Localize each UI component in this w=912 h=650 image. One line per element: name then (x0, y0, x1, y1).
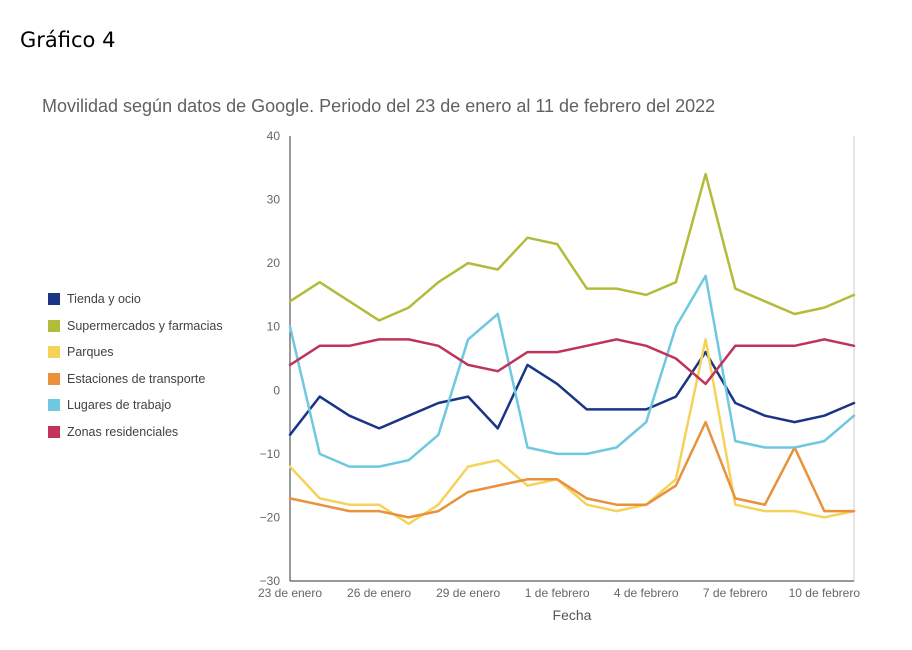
legend-item: Tienda y ocio (48, 286, 223, 313)
series-line-2 (288, 172, 856, 322)
legend-swatch (48, 399, 60, 412)
y-tick-label: 20 (267, 256, 281, 270)
x-tick-label: 26 de enero (347, 586, 411, 600)
legend-item: Parques (48, 339, 223, 366)
y-tick-label: −20 (260, 510, 281, 524)
legend-swatch (48, 372, 60, 385)
series-line-6 (288, 338, 856, 386)
figure-label: Gráfico 4 (20, 28, 116, 52)
series-line-3 (288, 338, 856, 526)
series-line-4 (288, 420, 856, 519)
legend-swatch (48, 425, 60, 438)
y-tick-label: 10 (267, 320, 281, 334)
x-tick-label: 1 de febrero (525, 586, 590, 600)
legend-label: Tienda y ocio (67, 292, 141, 307)
x-tick-label: 7 de febrero (703, 586, 768, 600)
x-axis-title: Fecha (553, 607, 592, 623)
series-line-5 (288, 274, 856, 468)
y-tick-label: 40 (267, 129, 281, 143)
x-tick-label: 23 de enero (258, 586, 322, 600)
legend-item: Estaciones de transporte (48, 366, 223, 393)
x-tick-label: 4 de febrero (614, 586, 679, 600)
y-tick-label: 0 (273, 383, 280, 397)
legend-item: Lugares de trabajo (48, 392, 223, 419)
legend-label: Supermercados y farmacias (67, 318, 223, 333)
axes (289, 136, 855, 582)
legend: Tienda y ocio Supermercados y farmacias Pa… (48, 286, 223, 445)
legend-label: Lugares de trabajo (67, 398, 172, 413)
y-tick-label: −10 (260, 447, 281, 461)
legend-item: Zonas residenciales (48, 419, 223, 446)
legend-swatch (48, 346, 60, 359)
y-tick-label: −30 (260, 574, 281, 588)
x-tick-label: 29 de enero (436, 586, 500, 600)
y-tick-label: 30 (267, 193, 281, 207)
legend-label: Estaciones de transporte (67, 371, 206, 386)
legend-item: Supermercados y farmacias (48, 313, 223, 340)
legend-swatch (48, 293, 60, 306)
legend-swatch (48, 319, 60, 332)
series-lines (288, 172, 856, 526)
x-tick-label: 10 de febrero (789, 586, 861, 600)
series-line-1 (288, 350, 856, 437)
legend-label: Parques (67, 345, 114, 360)
chart-title: Movilidad según datos de Google. Periodo… (42, 96, 716, 116)
legend-label: Zonas residenciales (67, 424, 179, 439)
